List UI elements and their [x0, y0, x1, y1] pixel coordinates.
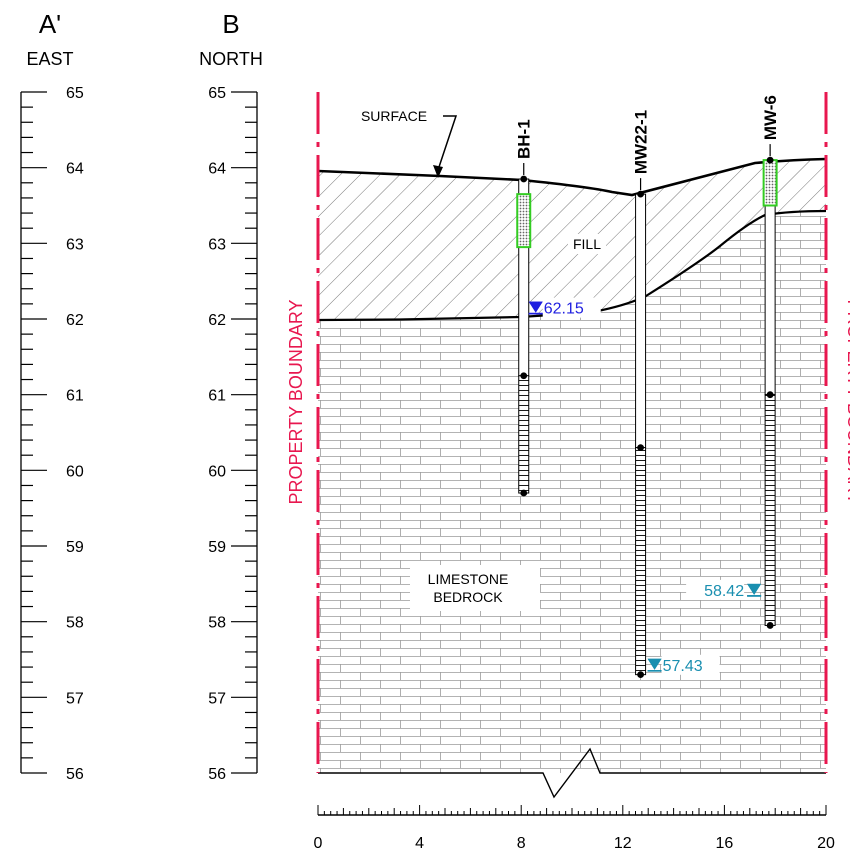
well-name-label: BH-1 [515, 119, 534, 159]
right-elevation-scale: 65 64 63 62 61 60 59 58 57 56 [208, 85, 258, 783]
well-marker [520, 489, 528, 497]
elevation-tick-label: 65 [66, 85, 84, 102]
limestone-bedrock [318, 211, 826, 773]
horizontal-tick-label: 4 [415, 835, 424, 852]
well-screen [764, 394, 776, 626]
well-bh-1: BH-1 62.15 [515, 119, 601, 497]
elevation-tick-label: 56 [208, 766, 226, 783]
well-marker [766, 391, 774, 399]
well-mw-6: MW-6 58.42 [686, 95, 780, 629]
well-marker [520, 372, 528, 380]
elevation-tick-label: 60 [66, 463, 84, 480]
horizontal-tick-label: 16 [716, 835, 734, 852]
elevation-tick-label: 61 [208, 388, 226, 405]
horizontal-scale: 0 4 8 12 16 20 [314, 805, 835, 852]
well-marker [637, 190, 644, 198]
horizontal-tick-label: 0 [314, 835, 323, 852]
well-marker [766, 156, 774, 164]
elevation-tick-label: 62 [66, 312, 84, 329]
well-name-label: MW-6 [761, 95, 780, 140]
left-elevation-scale: 65 64 63 62 61 60 59 58 57 56 [20, 85, 84, 783]
horizontal-tick-label: 12 [614, 835, 632, 852]
property-boundary-label-left: PROPERTY BOUNDARY [286, 299, 306, 504]
elevation-tick-label: 59 [208, 539, 226, 556]
water-level-label: 58.42 [704, 583, 744, 600]
direction-right: NORTH [199, 49, 263, 69]
elevation-tick-label: 64 [208, 161, 226, 178]
surface-label: SURFACE [361, 108, 427, 124]
water-level-marker: 58.42 [686, 579, 762, 600]
water-level-label: 57.43 [663, 658, 703, 675]
water-level-marker: 62.15 [528, 297, 601, 318]
elevation-tick-label: 62 [208, 312, 226, 329]
water-level-label: 62.15 [544, 301, 584, 318]
sample-interval [762, 159, 778, 207]
horizontal-tick-label: 20 [817, 835, 835, 852]
well-marker [637, 671, 644, 679]
elevation-tick-label: 58 [66, 615, 84, 632]
well-marker [520, 175, 528, 183]
elevation-tick-label: 59 [66, 539, 84, 556]
elevation-tick-label: 60 [208, 463, 226, 480]
well-marker [637, 444, 644, 452]
well-name-label: MW22-1 [632, 110, 651, 174]
section-letter-right: B [222, 9, 239, 39]
elevation-tick-label: 58 [208, 615, 226, 632]
elevation-tick-label: 65 [208, 85, 226, 102]
limestone-label-line2: BEDROCK [433, 589, 503, 605]
limestone-label-line1: LIMESTONE [428, 571, 509, 587]
elevation-tick-label: 57 [208, 690, 226, 707]
fill-label: FILL [573, 236, 601, 252]
section-letter-left: A' [39, 9, 61, 39]
elevation-tick-label: 63 [66, 236, 84, 253]
elevation-tick-label: 61 [66, 388, 84, 405]
well-screen [635, 447, 647, 676]
elevation-tick-label: 64 [66, 161, 84, 178]
well-casing [635, 193, 647, 449]
well-mw22-1: MW22-1 57.43 [632, 110, 720, 679]
elevation-tick-label: 57 [66, 690, 84, 707]
well-screen [518, 375, 530, 494]
elevation-tick-label: 56 [66, 766, 84, 783]
water-level-marker: 57.43 [647, 654, 720, 675]
direction-left: EAST [26, 49, 73, 69]
section-bottom-break [318, 747, 826, 799]
ground-surface-line [317, 157, 827, 197]
geology-section [317, 157, 827, 799]
property-boundary-label-right: PROPERTY BOUNDARY [844, 299, 850, 504]
elevation-tick-label: 63 [208, 236, 226, 253]
well-marker [766, 622, 774, 629]
surface-callout: SURFACE [348, 104, 458, 178]
sample-interval [516, 193, 532, 249]
wells-group: BH-1 62.15 MW22-1 57.43 MW-6 58.42 [515, 95, 780, 679]
horizontal-tick-label: 8 [517, 835, 526, 852]
